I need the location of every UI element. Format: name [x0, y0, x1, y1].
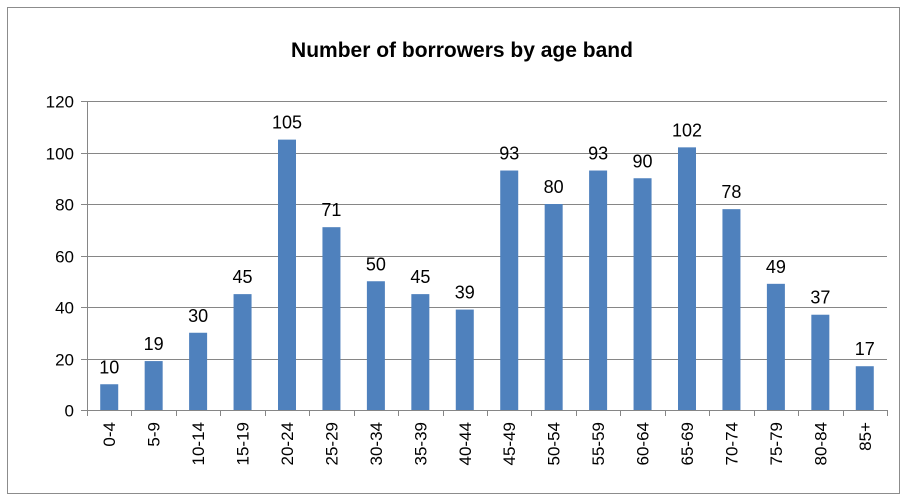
y-tick-label: 40 — [55, 299, 74, 318]
bar — [589, 170, 608, 410]
bar — [811, 314, 830, 410]
data-label: 45 — [410, 267, 430, 287]
bar — [722, 209, 741, 410]
gridlines — [81, 101, 888, 416]
x-tick-label: 40-44 — [456, 422, 475, 465]
bar — [278, 139, 296, 410]
x-tick-label: 10-14 — [189, 422, 208, 465]
bar — [544, 204, 563, 410]
y-axis: 0 20 40 60 80 100 120 — [46, 93, 74, 421]
x-tick-label: 85+ — [856, 422, 875, 451]
data-label: 90 — [633, 151, 653, 171]
x-tick-label: 30-34 — [367, 422, 386, 465]
x-tick-label: 45-49 — [500, 422, 519, 465]
x-tick-label: 35-39 — [411, 422, 430, 465]
bar — [411, 294, 430, 410]
x-tick-label: 70-74 — [722, 422, 741, 465]
bar — [366, 281, 385, 410]
data-label: 39 — [455, 283, 475, 303]
data-label: 105 — [272, 113, 302, 133]
data-label: 102 — [672, 120, 702, 140]
data-label: 93 — [588, 144, 608, 164]
data-label: 49 — [766, 257, 786, 277]
x-tick-label: 80-84 — [811, 422, 830, 465]
x-tick-label: 60-64 — [634, 422, 653, 465]
x-tick-label: 20-24 — [278, 422, 297, 465]
x-tick-label: 5-9 — [145, 422, 164, 447]
x-tick-label: 50-54 — [545, 422, 564, 465]
bar — [189, 332, 208, 410]
x-tick-label: 55-59 — [589, 422, 608, 465]
x-tick-label: 15-19 — [234, 422, 253, 465]
x-tick-label: 65-69 — [678, 422, 697, 465]
bar — [678, 147, 696, 410]
bar — [144, 361, 163, 410]
bars — [100, 139, 874, 410]
data-label: 10 — [99, 357, 119, 377]
data-labels: 10 19 30 45 105 71 50 45 39 93 80 93 90 102 78 49 37 17 — [99, 113, 875, 378]
bar — [633, 178, 652, 410]
data-label: 93 — [499, 144, 519, 164]
data-label: 17 — [855, 339, 875, 359]
y-tick-label: 20 — [55, 351, 74, 370]
data-label: 50 — [366, 254, 386, 274]
x-axis: 0-4 5-9 10-14 15-19 20-24 25-29 30-34 35-39 40-4… — [100, 422, 875, 466]
bar — [455, 309, 474, 410]
bar — [233, 294, 252, 410]
data-label: 45 — [233, 267, 253, 287]
data-label: 80 — [544, 177, 564, 197]
data-label: 30 — [188, 306, 208, 326]
chart-frame — [7, 7, 900, 494]
y-tick-label: 80 — [55, 196, 74, 215]
data-label: 37 — [810, 288, 830, 308]
bar — [322, 227, 341, 410]
y-tick-label: 120 — [46, 93, 74, 112]
bar — [100, 384, 119, 410]
x-tick-label: 75-79 — [767, 422, 786, 465]
data-label: 71 — [321, 200, 341, 220]
bar — [500, 170, 519, 410]
chart-title: Number of borrowers by age band — [291, 39, 633, 62]
bar — [766, 283, 785, 410]
x-tick-label: 25-29 — [322, 422, 341, 465]
x-tick-label: 0-4 — [100, 422, 119, 447]
bar — [855, 366, 874, 410]
y-tick-label: 100 — [46, 145, 74, 164]
data-label: 78 — [721, 182, 741, 202]
y-tick-label: 60 — [55, 248, 74, 267]
data-label: 19 — [144, 334, 164, 354]
y-tick-label: 0 — [65, 402, 74, 421]
